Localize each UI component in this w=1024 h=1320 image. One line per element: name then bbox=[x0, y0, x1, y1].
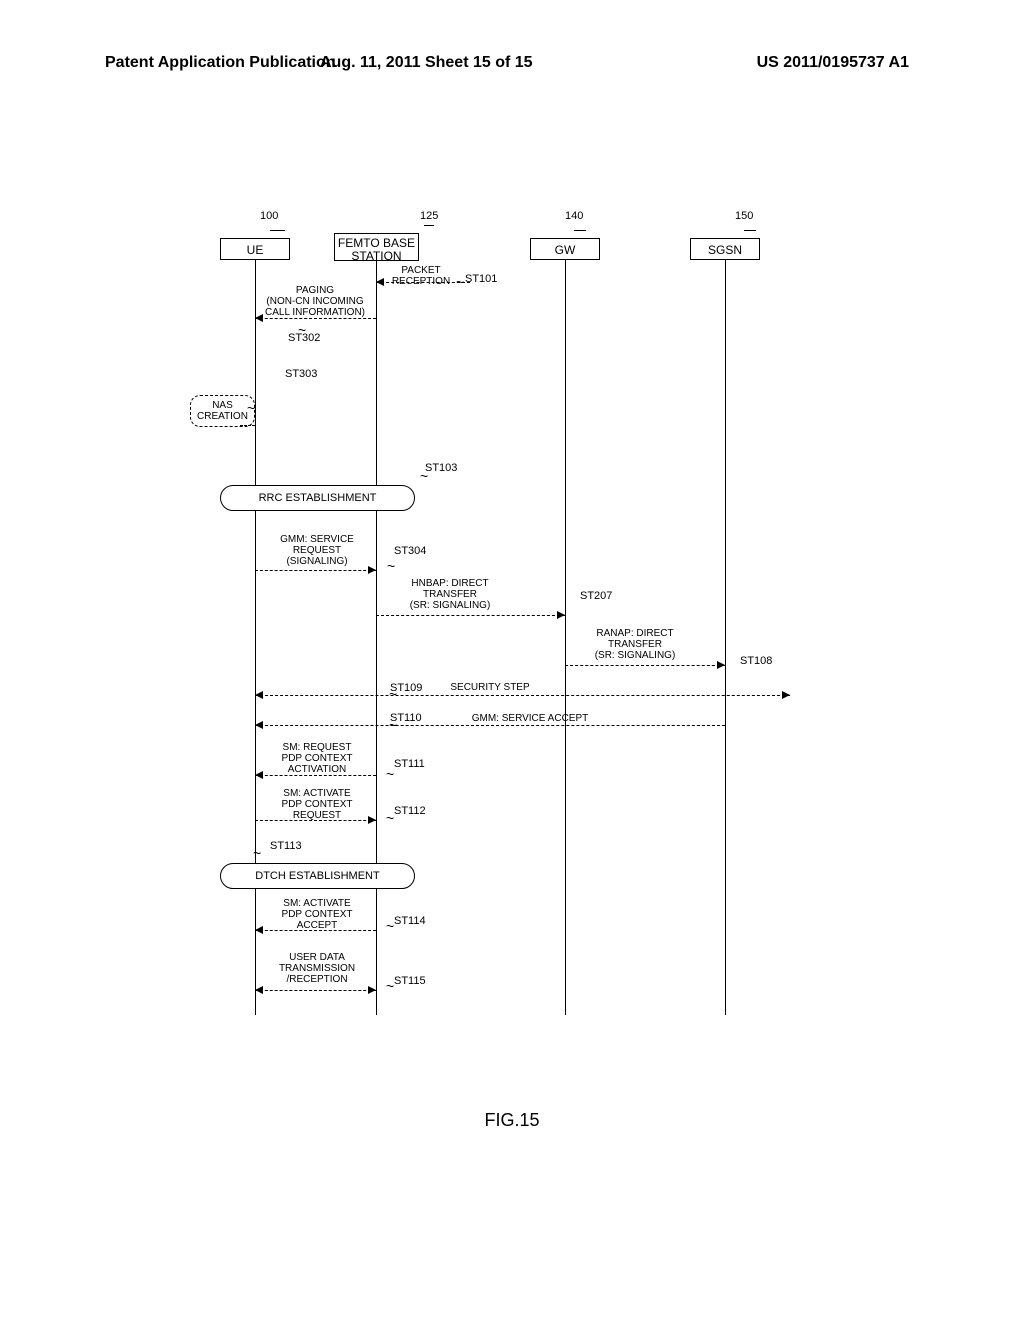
ue-ref: 100 bbox=[260, 210, 278, 222]
label-ST304: GMM: SERVICEREQUEST(SIGNALING) bbox=[272, 534, 362, 567]
arrow-ST110 bbox=[255, 725, 725, 726]
header-left: Patent Application Publication bbox=[105, 54, 336, 72]
arrow-ST302 bbox=[255, 318, 376, 319]
rbox-ST103: RRC ESTABLISHMENT bbox=[220, 485, 415, 511]
arrowhead-l-ST101 bbox=[376, 278, 384, 286]
label-ST115: USER DATATRANSMISSION/RECEPTION bbox=[272, 952, 362, 985]
st-ST111: ST111 bbox=[394, 758, 425, 770]
arrowhead-l-ST114 bbox=[255, 926, 263, 934]
label-ST111: SM: REQUESTPDP CONTEXTACTIVATION bbox=[272, 742, 362, 775]
ue-leader bbox=[270, 230, 285, 231]
femto-node: FEMTO BASESTATION bbox=[334, 233, 419, 261]
curve-mark: ~ bbox=[387, 558, 395, 574]
femto-leader bbox=[424, 225, 434, 226]
arrow-ST108 bbox=[565, 665, 725, 666]
curve-mark: ~ bbox=[253, 845, 261, 861]
arrow-ST304 bbox=[255, 570, 376, 571]
label-ST112: SM: ACTIVATEPDP CONTEXTREQUEST bbox=[272, 788, 362, 821]
header-center: Aug. 11, 2011 Sheet 15 of 15 bbox=[320, 54, 533, 72]
gw-node: GW bbox=[530, 238, 600, 260]
st-ST303: ST303 bbox=[285, 368, 317, 380]
st-ST103: ST103 bbox=[425, 462, 457, 474]
rbox-ST113: DTCH ESTABLISHMENT bbox=[220, 863, 415, 889]
arrowhead-l-ST115 bbox=[255, 986, 263, 994]
st-ST101: ST101 bbox=[465, 273, 497, 285]
sgsn-node: SGSN bbox=[690, 238, 760, 260]
label-ST302: PAGING(NON-CN INCOMINGCALL INFORMATION) bbox=[260, 285, 370, 318]
arrow-ST115 bbox=[255, 990, 376, 991]
arrow-ST109 bbox=[255, 695, 790, 696]
gw-ref: 140 bbox=[565, 210, 583, 222]
label-ST114: SM: ACTIVATEPDP CONTEXTACCEPT bbox=[272, 898, 362, 931]
arrowhead-r-ST109 bbox=[782, 691, 790, 699]
st-ST115: ST115 bbox=[394, 975, 426, 987]
st-ST109: ST109 bbox=[390, 682, 422, 694]
arrowhead-l-ST109 bbox=[255, 691, 263, 699]
femto-ref: 125 bbox=[420, 210, 438, 222]
st-ST113: ST113 bbox=[270, 840, 302, 852]
arrowhead-r-ST207 bbox=[557, 611, 565, 619]
figure-label: FIG.15 bbox=[0, 1110, 1024, 1131]
ue-node: UE bbox=[220, 238, 290, 260]
sgsn-lifeline bbox=[725, 260, 726, 1015]
arrowhead-r-ST304 bbox=[368, 566, 376, 574]
arrow-ST111 bbox=[255, 775, 376, 776]
arrowhead-r-ST112 bbox=[368, 816, 376, 824]
curve-mark: ~ bbox=[386, 918, 394, 934]
st-ST110: ST110 bbox=[390, 712, 422, 724]
st-ST114: ST114 bbox=[394, 915, 426, 927]
nas-box: NASCREATION bbox=[190, 395, 255, 427]
sgsn-leader bbox=[744, 230, 756, 231]
curve-mark: ~ bbox=[386, 810, 394, 826]
nas-connector bbox=[240, 425, 255, 426]
curve-mark: ~ bbox=[386, 766, 394, 782]
label-ST110: GMM: SERVICE ACCEPT bbox=[460, 713, 600, 724]
label-ST207: HNBAP: DIRECTTRANSFER(SR: SIGNALING) bbox=[400, 578, 500, 611]
femto-lifeline bbox=[376, 261, 377, 1015]
sequence-diagram: UE 100 FEMTO BASESTATION125 GW 140 SGSN 150 ~ ~ ~… bbox=[190, 200, 840, 1050]
arrow-ST207 bbox=[376, 615, 565, 616]
st-ST108: ST108 bbox=[740, 655, 772, 667]
st-ST207: ST207 bbox=[580, 590, 612, 602]
label-ST108: RANAP: DIRECTTRANSFER(SR: SIGNALING) bbox=[585, 628, 685, 661]
sgsn-ref: 150 bbox=[735, 210, 753, 222]
st-ST112: ST112 bbox=[394, 805, 426, 817]
st-ST304: ST304 bbox=[394, 545, 426, 557]
label-ST109: SECURITY STEP bbox=[440, 682, 540, 693]
header-right: US 2011/0195737 A1 bbox=[757, 54, 909, 72]
arrowhead-r-ST115 bbox=[368, 986, 376, 994]
arrowhead-l-ST111 bbox=[255, 771, 263, 779]
arrowhead-r-ST108 bbox=[717, 661, 725, 669]
arrowhead-l-ST110 bbox=[255, 721, 263, 729]
gw-lifeline bbox=[565, 260, 566, 1015]
gw-leader bbox=[574, 230, 586, 231]
curve-mark: ~ bbox=[386, 978, 394, 994]
st-ST302: ST302 bbox=[288, 332, 320, 344]
label-ST101: PACKETRECEPTION bbox=[386, 265, 456, 287]
ue-lifeline bbox=[255, 260, 256, 1015]
